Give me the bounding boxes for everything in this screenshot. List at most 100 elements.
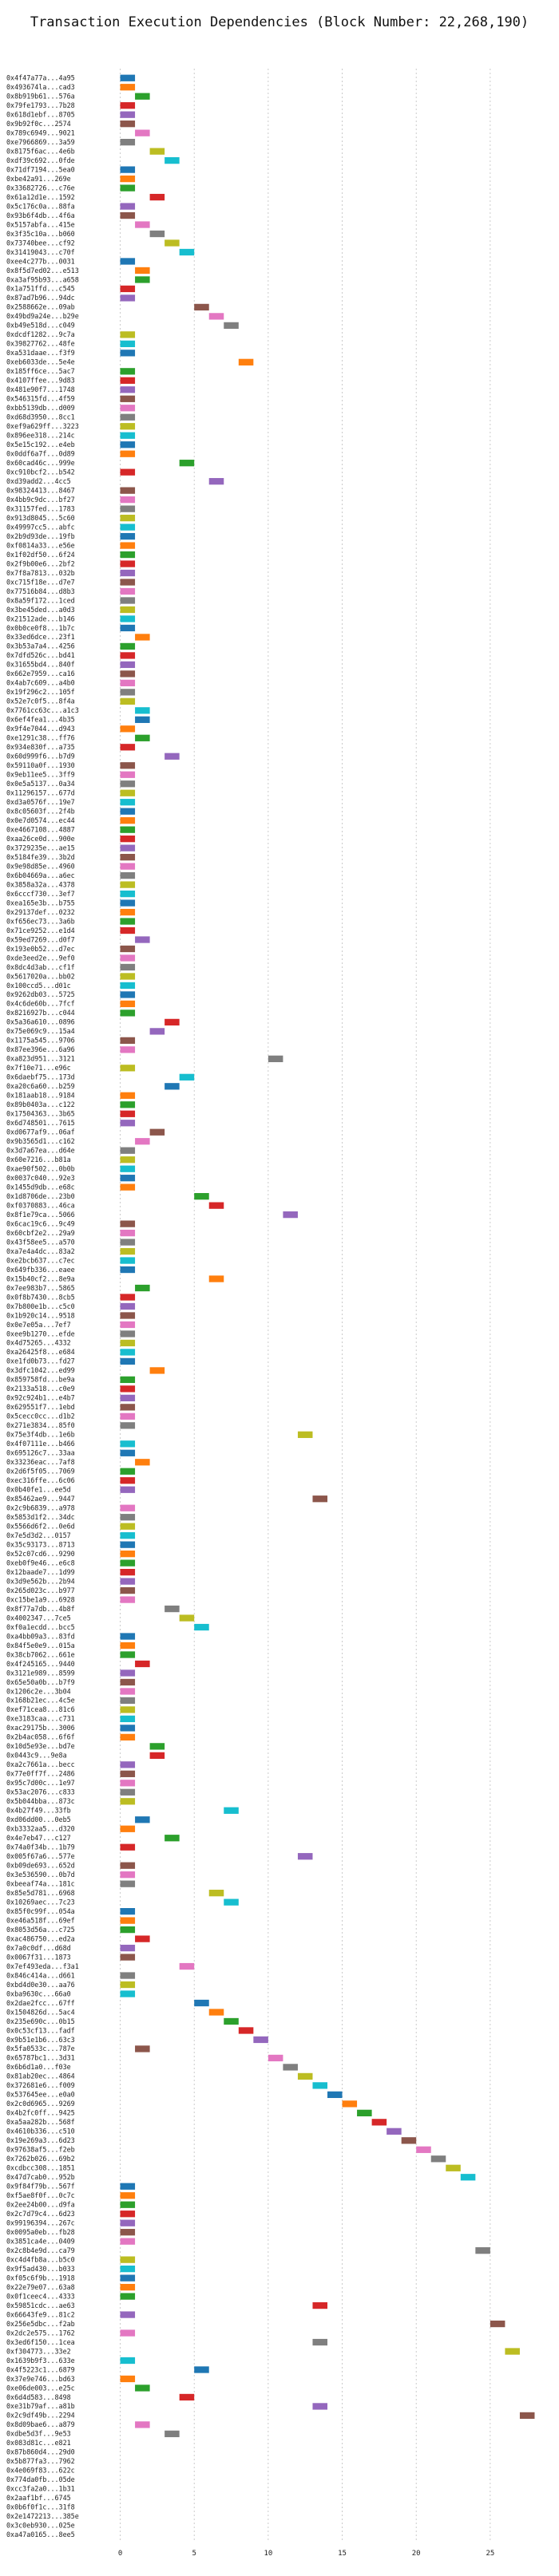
y-tick-label: 0x65e50a0b...b7f9 <box>6 1678 75 1686</box>
bar <box>135 221 150 228</box>
bar <box>312 2301 327 2309</box>
y-tick-label: 0x5184fe39...3b2d <box>6 853 75 861</box>
bar <box>120 1183 136 1191</box>
bar <box>120 1633 136 1640</box>
bar <box>120 2201 136 2208</box>
bar <box>120 1009 136 1017</box>
y-tick-label: 0x71df7194...5ea0 <box>6 165 75 173</box>
bar <box>120 826 136 833</box>
bar <box>120 844 136 851</box>
y-tick-label: 0x8b919b61...576a <box>6 93 75 101</box>
y-tick-label: 0x5fa0533c...787e <box>6 2045 75 2053</box>
y-tick-label: 0x9eb11ee5...3ff9 <box>6 771 75 779</box>
x-tick-label: 20 <box>412 2550 421 2558</box>
bar <box>120 569 136 577</box>
y-tick-label: 0xb3332aa5...d320 <box>6 1825 75 1833</box>
y-tick-label: 0x896ee318...214c <box>6 432 75 440</box>
y-tick-label: 0xbe42a91...269e <box>6 175 71 183</box>
y-tick-label: 0x9b92f0c...2574 <box>6 120 71 128</box>
x-tick-label: 10 <box>264 2550 272 2558</box>
y-tick-label: 0x79fe1793...7b28 <box>6 101 75 109</box>
y-tick-label: 0x92c924b1...e4b7 <box>6 1394 75 1402</box>
y-tick-label: 0xe1fd0b73...fd27 <box>6 1357 75 1365</box>
bar <box>120 1972 136 1979</box>
bar <box>120 1239 136 1246</box>
y-tick-label: 0x77e0ff7f...2486 <box>6 1770 75 1778</box>
bar <box>120 1440 136 1448</box>
y-tick-label: 0x11296157...677d <box>6 789 75 797</box>
bar <box>120 368 136 375</box>
bar <box>357 2109 372 2116</box>
y-tick-label: 0x9b51e1b6...63c3 <box>6 2036 75 2044</box>
bar <box>149 1128 165 1136</box>
bar <box>120 1770 136 1777</box>
bar <box>208 478 224 485</box>
bar <box>120 615 136 622</box>
y-tick-label: 0xa26425f8...e684 <box>6 1348 75 1356</box>
bar <box>165 239 180 247</box>
bar <box>179 460 195 467</box>
bar <box>120 2274 136 2282</box>
y-tick-label: 0x789c6949...9021 <box>6 128 75 136</box>
bar <box>179 1073 195 1081</box>
bar <box>120 2192 136 2199</box>
bar <box>224 322 239 330</box>
bar <box>120 963 136 971</box>
bar <box>238 2027 254 2034</box>
y-tick-label: 0x1455d9db...e68c <box>6 1183 75 1191</box>
y-tick-label: 0xa47a0165...8ee5 <box>6 2531 75 2538</box>
bar <box>120 1101 136 1108</box>
y-tick-label: 0xc715f18e...d7e7 <box>6 578 75 586</box>
y-tick-label: 0x84f5e0e9...015a <box>6 1642 75 1650</box>
bar <box>120 121 136 128</box>
bar <box>120 532 136 540</box>
y-tick-label: 0x1d8706de...23b0 <box>6 1192 75 1200</box>
y-tick-label: 0x185ff6ce...5ac7 <box>6 367 75 375</box>
bar <box>297 1853 313 1860</box>
y-tick-label: 0x629551f7...1ebd <box>6 1403 75 1411</box>
bar <box>149 193 165 201</box>
bar <box>120 780 136 788</box>
bar <box>120 661 136 669</box>
y-tick-label: 0x8dc4d3ab...cf1f <box>6 963 75 971</box>
y-tick-label: 0x15b40cf2...8e9a <box>6 1274 75 1282</box>
y-tick-label: 0x3b53a7a4...4256 <box>6 642 75 650</box>
bar <box>165 1835 180 1842</box>
y-tick-label: 0x5cecc0cc...d1b2 <box>6 1412 75 1420</box>
y-tick-label: 0x0f1ceec4...4333 <box>6 2292 75 2300</box>
y-tick-label: 0xa823d951...3121 <box>6 1055 75 1063</box>
y-tick-label: 0x2c0d6965...9269 <box>6 2100 75 2108</box>
bar <box>120 2375 136 2383</box>
y-tick-label: 0xee9b1270...efde <box>6 1329 75 1337</box>
y-tick-label: 0x6ef4fea1...4b35 <box>6 716 75 724</box>
y-tick-label: 0x60e7216...b81a <box>6 1156 71 1164</box>
bar <box>120 2357 136 2365</box>
y-tick-label: 0x6cccf730...3ef7 <box>6 890 75 898</box>
bar <box>312 2082 327 2089</box>
bar <box>430 2155 446 2163</box>
bar <box>135 267 150 275</box>
y-tick-label: 0x31157fed...1783 <box>6 504 75 512</box>
y-tick-label: 0x8c05603f...2f4b <box>6 808 75 816</box>
bar <box>120 871 136 879</box>
bar <box>120 1678 136 1686</box>
bar <box>120 1917 136 1924</box>
y-tick-label: 0x10269aec...7c23 <box>6 1898 75 1906</box>
y-tick-label: 0x774da0fb...05de <box>6 2475 75 2483</box>
bar <box>135 276 150 283</box>
bar <box>120 111 136 118</box>
bar <box>120 1981 136 1989</box>
bar <box>120 1468 136 1475</box>
bar <box>120 413 136 421</box>
bar <box>283 2064 298 2071</box>
bar <box>120 2265 136 2273</box>
y-tick-label: 0xeb0f9e46...e6c8 <box>6 1559 75 1567</box>
bar <box>224 2017 239 2025</box>
bar <box>120 377 136 384</box>
bar <box>165 753 180 760</box>
bar <box>208 2009 224 2016</box>
y-tick-label: 0x2aaf1bf...6745 <box>6 2494 71 2502</box>
y-tick-label: 0x95c7d00c...1e97 <box>6 1779 75 1787</box>
